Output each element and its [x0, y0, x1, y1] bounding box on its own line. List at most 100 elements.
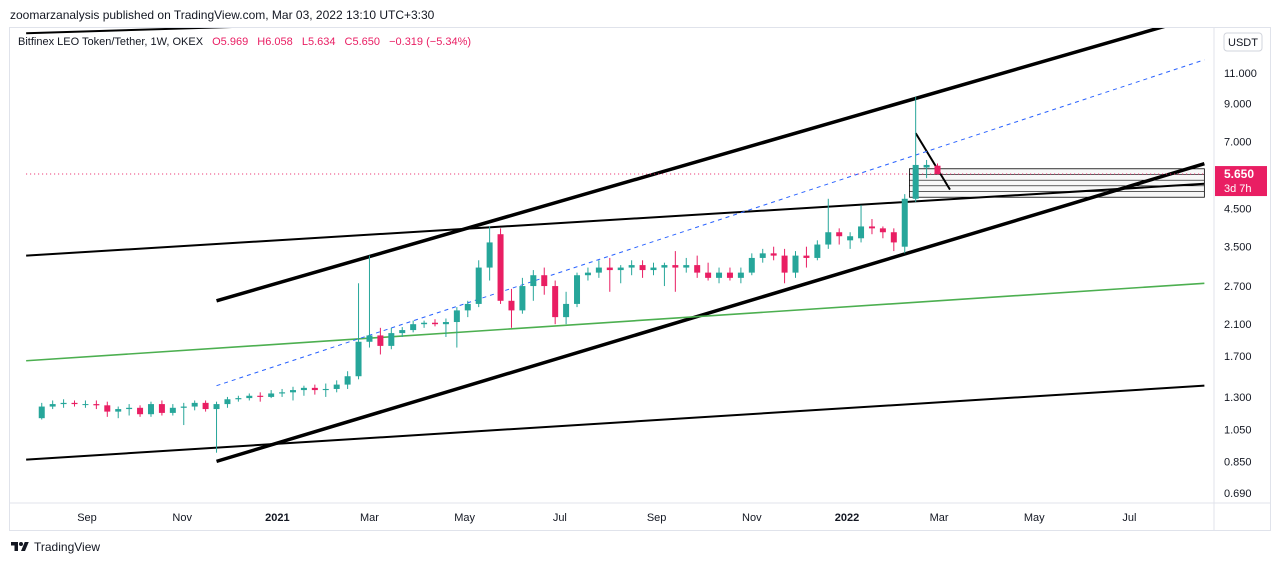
- price-axis[interactable]: 11.000 9.000 7.000 4.500 3.500 2.700 2.100 1.70…: [1224, 68, 1257, 500]
- candle-down[interactable]: [606, 257, 613, 292]
- candle-up[interactable]: [814, 240, 821, 261]
- candle-down[interactable]: [104, 401, 111, 417]
- candle-up[interactable]: [650, 262, 657, 276]
- candle-down[interactable]: [257, 392, 264, 402]
- candle-up[interactable]: [584, 267, 591, 281]
- candle-up[interactable]: [912, 96, 919, 202]
- candle-up[interactable]: [464, 300, 471, 318]
- candle-down[interactable]: [432, 319, 439, 327]
- candle-up[interactable]: [628, 260, 635, 276]
- trendline-thick[interactable]: [216, 162, 1205, 464]
- candle-up[interactable]: [923, 159, 930, 179]
- trendline-green[interactable]: [26, 282, 1205, 362]
- candle-down[interactable]: [705, 262, 712, 281]
- footer-brand[interactable]: TradingView: [10, 540, 100, 554]
- candle-up[interactable]: [759, 248, 766, 263]
- candle-up[interactable]: [333, 380, 340, 393]
- candle-up[interactable]: [737, 267, 744, 284]
- currency-badge[interactable]: USDT: [1223, 32, 1263, 52]
- candle-up[interactable]: [661, 262, 668, 287]
- candle-up[interactable]: [213, 401, 220, 453]
- candle-up[interactable]: [847, 232, 854, 249]
- candle-down[interactable]: [71, 400, 78, 407]
- candle-up[interactable]: [748, 253, 755, 276]
- candle-up[interactable]: [279, 388, 286, 397]
- candle-up[interactable]: [858, 205, 865, 243]
- candle-up[interactable]: [126, 404, 133, 416]
- candle-up[interactable]: [246, 393, 253, 401]
- candle-up[interactable]: [683, 257, 690, 273]
- candle-up[interactable]: [289, 386, 296, 401]
- candle-down[interactable]: [726, 267, 733, 281]
- candle-down[interactable]: [836, 228, 843, 245]
- candle-down[interactable]: [377, 327, 384, 355]
- candle-body: [595, 267, 602, 273]
- candle-down[interactable]: [868, 219, 875, 235]
- trendline-thick[interactable]: [216, 23, 1177, 303]
- candle-up[interactable]: [224, 396, 231, 408]
- candle-up[interactable]: [486, 226, 493, 281]
- candle-down[interactable]: [137, 405, 144, 417]
- candle-up[interactable]: [49, 400, 56, 410]
- candle-up[interactable]: [355, 283, 362, 380]
- candle-up[interactable]: [180, 402, 187, 426]
- candle-up[interactable]: [300, 385, 307, 396]
- candle-down[interactable]: [890, 228, 897, 252]
- candle-up[interactable]: [344, 371, 351, 389]
- candle-up[interactable]: [442, 318, 449, 337]
- candle-down[interactable]: [552, 280, 559, 325]
- price-tick-label: 9.000: [1224, 98, 1252, 110]
- candle-up[interactable]: [530, 270, 537, 301]
- trendline-medium[interactable]: [914, 132, 951, 191]
- candle-up[interactable]: [268, 390, 275, 399]
- candle-down[interactable]: [311, 384, 318, 395]
- candle-up[interactable]: [453, 307, 460, 348]
- candle-up[interactable]: [235, 395, 242, 402]
- candle-up[interactable]: [410, 320, 417, 333]
- candle-up[interactable]: [38, 402, 45, 420]
- candle-up[interactable]: [595, 260, 602, 278]
- candle-up[interactable]: [792, 251, 799, 278]
- candle-down[interactable]: [934, 163, 941, 175]
- candle-up[interactable]: [399, 327, 406, 337]
- candle-down[interactable]: [879, 226, 886, 239]
- candle-down[interactable]: [158, 400, 165, 416]
- candle-up[interactable]: [147, 401, 154, 417]
- candle-down[interactable]: [93, 400, 100, 410]
- candle-up[interactable]: [169, 404, 176, 416]
- candle-down[interactable]: [694, 255, 701, 278]
- candle-up[interactable]: [322, 383, 329, 397]
- candle-up[interactable]: [475, 260, 482, 308]
- candle-up[interactable]: [716, 267, 723, 284]
- time-axis[interactable]: Sep Nov 2021 Mar May Jul Sep Nov 2022 Mar May Jul: [77, 512, 1136, 524]
- candle-up[interactable]: [388, 327, 395, 350]
- candle-body: [563, 303, 570, 318]
- candle-up[interactable]: [191, 400, 198, 411]
- candle-up[interactable]: [366, 255, 373, 348]
- candle-down[interactable]: [803, 246, 810, 268]
- candle-up[interactable]: [115, 406, 122, 419]
- candle-down[interactable]: [770, 246, 777, 261]
- candle-up[interactable]: [825, 198, 832, 249]
- candle-up[interactable]: [60, 399, 67, 408]
- trendline-medium[interactable]: [26, 384, 1205, 461]
- candle-up[interactable]: [901, 194, 908, 254]
- candle-up[interactable]: [82, 400, 89, 408]
- trendline-dashed[interactable]: [216, 59, 1205, 387]
- candle-down[interactable]: [497, 228, 504, 304]
- candle-up[interactable]: [617, 265, 624, 284]
- candle-up[interactable]: [421, 320, 428, 328]
- trendline-medium[interactable]: [26, 182, 1205, 257]
- candle-down[interactable]: [639, 260, 646, 278]
- candle-down[interactable]: [781, 248, 788, 284]
- candle-up[interactable]: [519, 277, 526, 314]
- candle-up[interactable]: [574, 272, 581, 308]
- chart-frame[interactable]: [9, 27, 1271, 531]
- trendline-medium[interactable]: [26, 21, 432, 35]
- candle-down[interactable]: [672, 251, 679, 292]
- candle-down[interactable]: [541, 267, 548, 295]
- candle-down[interactable]: [202, 400, 209, 412]
- candle-down[interactable]: [508, 288, 515, 328]
- candle-up[interactable]: [563, 291, 570, 325]
